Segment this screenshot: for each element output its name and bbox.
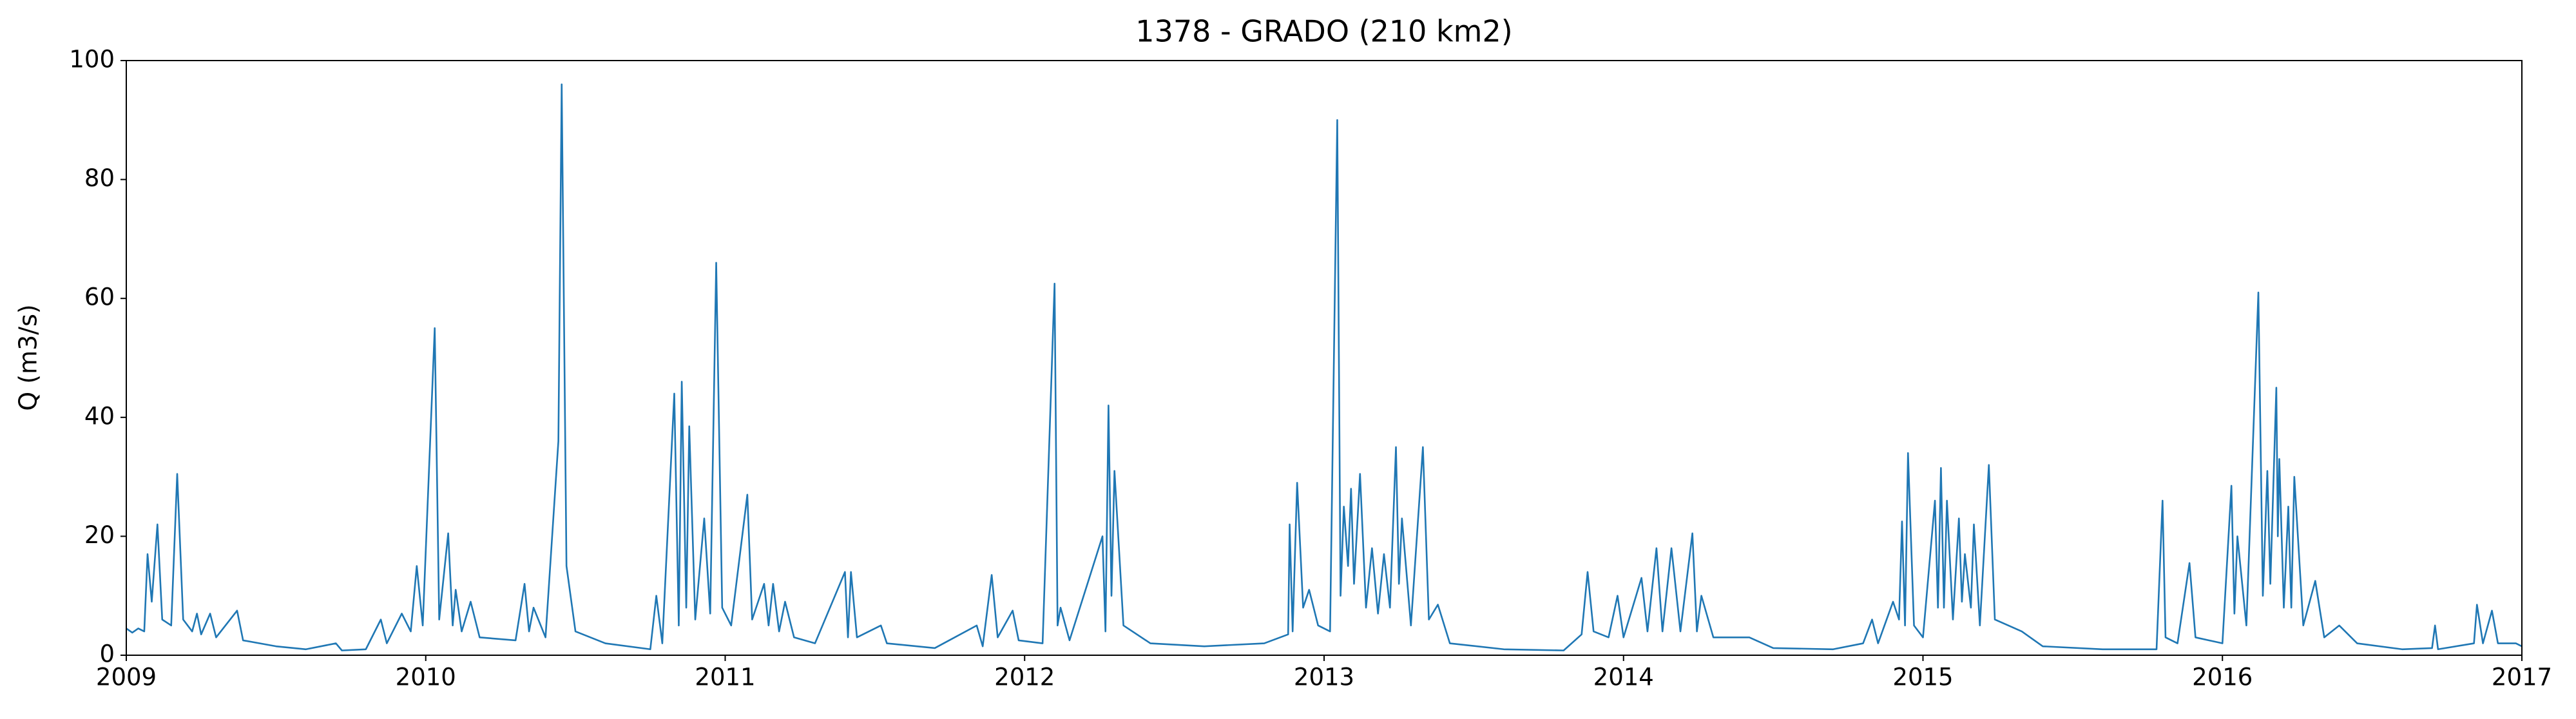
x-tick-label: 2017 — [2492, 664, 2552, 691]
y-tick-label: 20 — [84, 521, 115, 549]
plot-frame — [126, 60, 2523, 656]
chart-title: 1378 - GRADO (210 km2) — [1135, 14, 1512, 49]
x-tick-label: 2016 — [2192, 664, 2253, 691]
y-tick-label: 100 — [69, 46, 115, 73]
x-tick-label: 2012 — [994, 664, 1055, 691]
x-tick-label: 2011 — [695, 664, 755, 691]
y-tick-label: 0 — [99, 640, 115, 668]
y-tick-label: 60 — [84, 283, 115, 311]
y-tick-label: 40 — [84, 402, 115, 430]
x-tick-label: 2014 — [1593, 664, 1654, 691]
y-tick-label: 80 — [84, 164, 115, 192]
x-tick-label: 2013 — [1294, 664, 1354, 691]
x-tick-label: 2010 — [396, 664, 456, 691]
y-axis-label: Q (m3/s) — [14, 304, 43, 410]
series-line — [126, 83, 2523, 651]
x-tick-label: 2009 — [96, 664, 157, 691]
x-tick-label: 2015 — [1892, 664, 1953, 691]
